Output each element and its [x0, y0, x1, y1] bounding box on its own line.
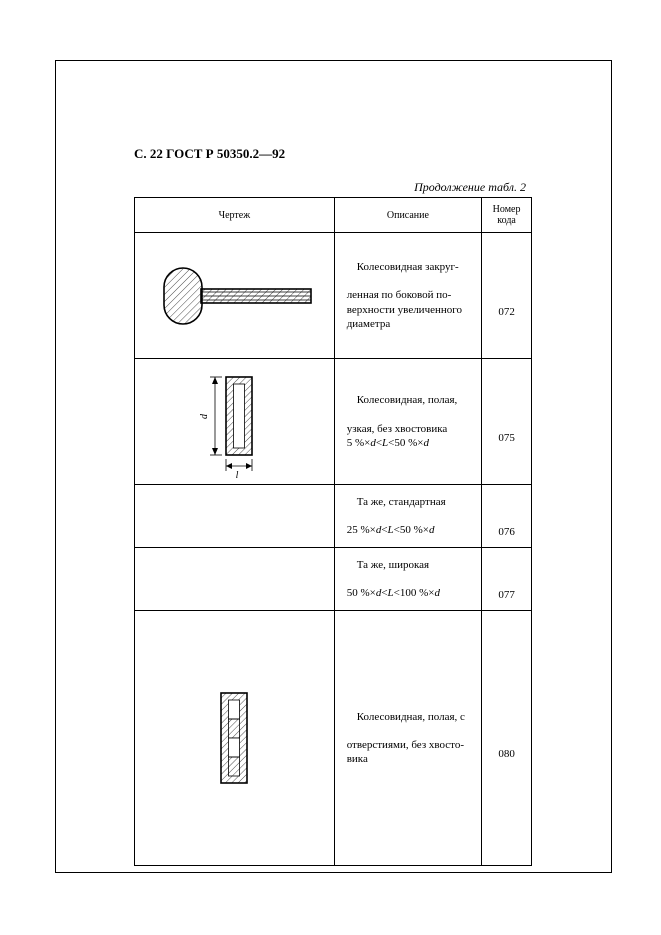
formula: 25 %×d<L<50 %×d	[347, 524, 435, 536]
desc-line: Колесовидная, полая,	[347, 393, 475, 407]
drawing-wheel-shaft	[149, 253, 319, 339]
table-row: Колесовидная закруг-ленная по боковой по…	[135, 233, 532, 359]
drawing-cell	[135, 548, 335, 611]
desc-line: Та же, стандартная	[347, 495, 475, 509]
svg-text:d: d	[199, 413, 210, 419]
drawing-cell	[135, 485, 335, 548]
code-cell: 075	[482, 359, 532, 485]
desc-line: вика	[347, 753, 368, 765]
desc-line: верхности увеличенного	[347, 304, 462, 316]
desc-line: диаметра	[347, 318, 391, 330]
header-description: Описание	[334, 198, 481, 233]
svg-text:l: l	[236, 470, 239, 480]
code-cell: 077	[482, 548, 532, 611]
formula: 5 %×d<L<50 %×d	[347, 437, 429, 449]
code-cell: 080	[482, 611, 532, 866]
desc-line: Колесовидная, полая, с	[347, 710, 475, 724]
table-row: Та же, широкая 50 %×d<L<100 %×d 077	[135, 548, 532, 611]
drawing-cell	[135, 233, 335, 359]
header-row: Чертеж Описание Номер кода	[135, 198, 532, 233]
drawing-hollow-narrow: d l	[189, 364, 279, 480]
table-row: Колесовидная, полая, с отверстиями, без х…	[135, 611, 532, 866]
table-continuation-label: Продолжение табл. 2	[414, 180, 526, 195]
desc-line: узкая, без хвостовика	[347, 423, 448, 435]
table-row: Та же, стандартная 25 %×d<L<50 %×d 076	[135, 485, 532, 548]
table-body: Колесовидная закруг-ленная по боковой по…	[135, 233, 532, 866]
description-cell: Колесовидная, полая, узкая, без хвостовик…	[334, 359, 481, 485]
header-code: Номер кода	[482, 198, 532, 233]
description-cell: Колесовидная, полая, с отверстиями, без х…	[334, 611, 481, 866]
desc-line: ленная по боковой по-	[347, 289, 452, 301]
description-cell: Та же, стандартная 25 %×d<L<50 %×d	[334, 485, 481, 548]
description-cell: Колесовидная закруг-ленная по боковой по…	[334, 233, 481, 359]
desc-line: Колесовидная закруг-	[347, 260, 475, 274]
desc-line: Та же, широкая	[347, 558, 475, 572]
drawing-hollow-holes	[204, 683, 264, 793]
description-cell: Та же, широкая 50 %×d<L<100 %×d	[334, 548, 481, 611]
drawing-cell	[135, 611, 335, 866]
spec-table: Чертеж Описание Номер кода Колесовидная …	[134, 197, 532, 866]
header-drawing: Чертеж	[135, 198, 335, 233]
code-cell: 072	[482, 233, 532, 359]
formula: 50 %×d<L<100 %×d	[347, 587, 440, 599]
code-cell: 076	[482, 485, 532, 548]
drawing-cell: d l	[135, 359, 335, 485]
page-label: С. 22 ГОСТ Р 50350.2—92	[134, 146, 285, 162]
desc-line: отверстиями, без хвосто-	[347, 739, 464, 751]
table-row: d l Колесовидная, полая, узкая, без хвост…	[135, 359, 532, 485]
